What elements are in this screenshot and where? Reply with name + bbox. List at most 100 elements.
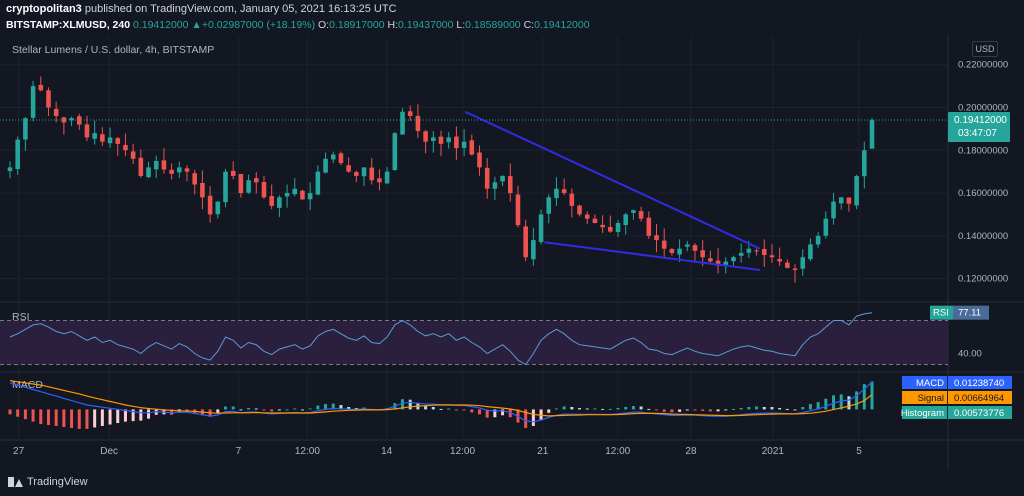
candle[interactable]	[7, 167, 13, 172]
candle[interactable]	[723, 261, 729, 267]
candle[interactable]	[392, 133, 398, 171]
candle[interactable]	[577, 205, 582, 215]
candle[interactable]	[461, 141, 467, 148]
candle[interactable]	[76, 116, 82, 125]
candle[interactable]	[138, 157, 144, 176]
candle[interactable]	[423, 131, 428, 142]
candle[interactable]	[854, 175, 859, 206]
candle[interactable]	[700, 250, 705, 258]
candle[interactable]	[862, 150, 867, 177]
candle[interactable]	[146, 167, 151, 178]
candle[interactable]	[569, 193, 575, 206]
candle[interactable]	[307, 193, 313, 200]
candle[interactable]	[354, 172, 359, 176]
candle[interactable]	[661, 240, 667, 249]
candle[interactable]	[761, 248, 767, 256]
signal-line[interactable]	[9, 380, 873, 417]
candle[interactable]	[684, 244, 690, 247]
candle[interactable]	[84, 124, 90, 138]
candle[interactable]	[330, 154, 336, 160]
candle[interactable]	[407, 111, 413, 117]
candle[interactable]	[638, 211, 644, 219]
candle[interactable]	[15, 139, 20, 170]
candle[interactable]	[284, 193, 290, 197]
candle[interactable]	[92, 133, 97, 139]
candle[interactable]	[561, 189, 567, 194]
candle[interactable]	[600, 224, 605, 228]
candle[interactable]	[130, 151, 136, 159]
candle[interactable]	[623, 214, 629, 225]
candle[interactable]	[269, 196, 274, 206]
candle[interactable]	[338, 153, 344, 164]
candle[interactable]	[823, 218, 829, 236]
candle[interactable]	[538, 214, 544, 243]
candle[interactable]	[38, 84, 44, 91]
candle[interactable]	[184, 168, 190, 172]
candle[interactable]	[431, 137, 436, 142]
candle[interactable]	[300, 190, 305, 200]
candle[interactable]	[315, 171, 321, 195]
candle[interactable]	[769, 255, 775, 258]
candle[interactable]	[438, 136, 444, 144]
candle[interactable]	[592, 218, 598, 223]
candle[interactable]	[792, 268, 798, 271]
candle[interactable]	[253, 178, 259, 183]
candle[interactable]	[615, 222, 621, 232]
candle[interactable]	[23, 118, 28, 140]
candle[interactable]	[546, 197, 552, 214]
candle[interactable]	[415, 115, 421, 132]
candle[interactable]	[446, 137, 451, 143]
candle[interactable]	[46, 90, 51, 108]
rsi-line[interactable]	[9, 312, 873, 366]
candle[interactable]	[669, 249, 675, 253]
candle[interactable]	[200, 182, 205, 198]
candle[interactable]	[346, 165, 351, 172]
candle[interactable]	[800, 257, 806, 269]
candle[interactable]	[261, 181, 267, 198]
candle[interactable]	[492, 182, 498, 189]
candle[interactable]	[153, 160, 159, 170]
candle[interactable]	[323, 158, 328, 173]
candle[interactable]	[500, 175, 505, 182]
candle[interactable]	[646, 217, 652, 236]
candle[interactable]	[169, 169, 174, 174]
candle[interactable]	[377, 178, 382, 183]
candle[interactable]	[838, 197, 844, 204]
candle[interactable]	[361, 167, 367, 177]
candle[interactable]	[238, 173, 244, 194]
candle[interactable]	[608, 227, 613, 232]
candle[interactable]	[177, 167, 182, 173]
symbol-label[interactable]: BITSTAMP:XLMUSD, 240	[6, 19, 131, 31]
candle[interactable]	[100, 134, 105, 142]
candle[interactable]	[523, 226, 528, 258]
candle[interactable]	[369, 167, 375, 181]
candle[interactable]	[631, 210, 636, 213]
candle[interactable]	[815, 235, 821, 245]
candle[interactable]	[515, 194, 521, 226]
candle[interactable]	[246, 180, 251, 193]
candle[interactable]	[584, 214, 590, 219]
chart-area[interactable]: 0.22000000 0.20000000 0.18000000 0.16000000…	[0, 36, 1024, 470]
candle[interactable]	[808, 244, 813, 260]
candle[interactable]	[654, 235, 659, 241]
candle[interactable]	[123, 144, 128, 151]
candle[interactable]	[846, 197, 852, 204]
candle[interactable]	[777, 258, 782, 262]
candle[interactable]	[215, 201, 221, 215]
trendline[interactable]	[544, 241, 761, 272]
candle[interactable]	[469, 140, 475, 155]
candle[interactable]	[738, 252, 744, 256]
candle[interactable]	[30, 86, 36, 118]
candle[interactable]	[869, 120, 875, 149]
candle[interactable]	[484, 167, 490, 189]
tradingview-logo[interactable]: TradingView	[8, 476, 88, 488]
publisher-name[interactable]: cryptopolitan3	[6, 3, 82, 15]
candle[interactable]	[69, 118, 74, 121]
candle[interactable]	[477, 152, 482, 168]
candle[interactable]	[230, 170, 236, 176]
candle[interactable]	[708, 258, 713, 262]
candle[interactable]	[384, 171, 390, 184]
candle[interactable]	[731, 257, 736, 262]
candle[interactable]	[754, 250, 759, 252]
candle[interactable]	[223, 171, 228, 203]
